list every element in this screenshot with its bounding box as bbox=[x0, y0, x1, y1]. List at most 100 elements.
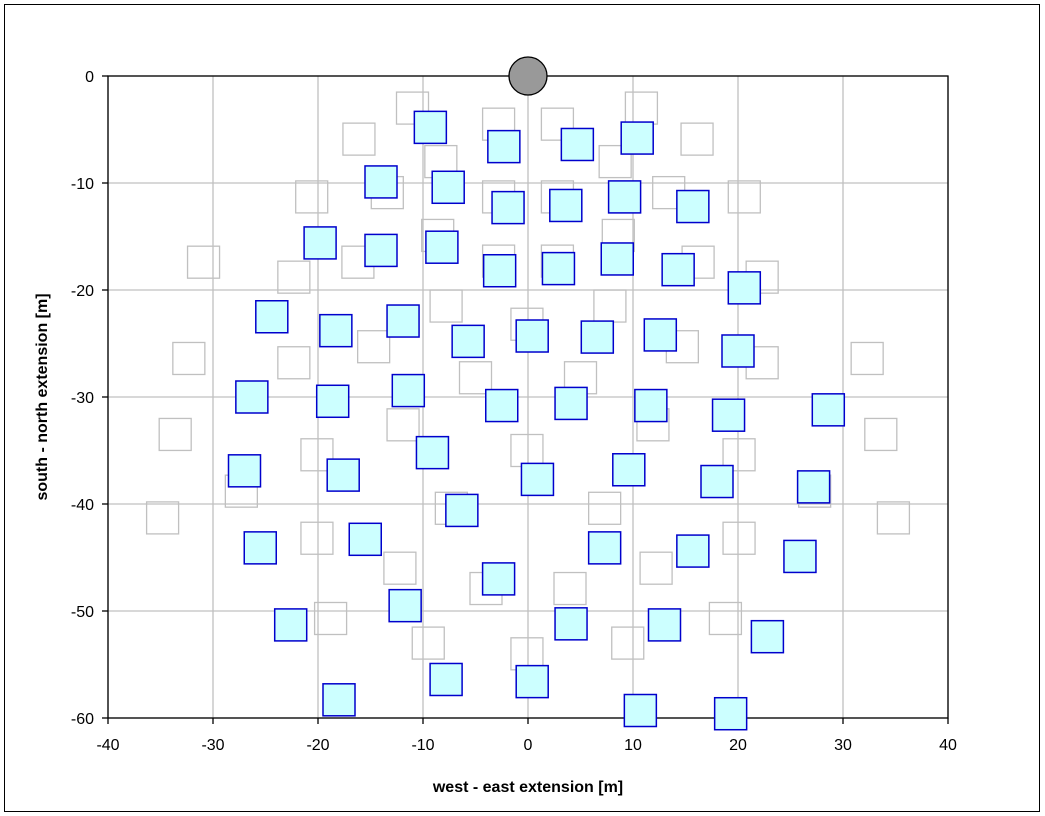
y-axis-title: south - north extension [m] bbox=[34, 293, 51, 500]
filled-point bbox=[319, 313, 353, 348]
filled-point bbox=[364, 165, 398, 199]
filled-point bbox=[713, 696, 748, 731]
outline-point bbox=[680, 122, 714, 156]
filled-point bbox=[415, 435, 450, 470]
outline-point bbox=[553, 571, 587, 606]
filled-point bbox=[388, 588, 422, 623]
filled-point bbox=[326, 458, 360, 492]
outline-point bbox=[411, 626, 445, 660]
y-axis-ticks: 0 -10 -20 -30 -40 -50 -60 bbox=[71, 69, 108, 728]
filled-point bbox=[620, 121, 654, 155]
y-tick-label: 0 bbox=[85, 69, 94, 86]
filled-point bbox=[485, 388, 519, 423]
filled-point bbox=[541, 251, 576, 286]
filled-point bbox=[315, 384, 350, 419]
filled-point bbox=[273, 608, 308, 642]
filled-point bbox=[554, 607, 588, 641]
filled-point bbox=[515, 664, 549, 699]
filled-point bbox=[580, 320, 615, 354]
filled-point bbox=[796, 470, 831, 504]
outline-point bbox=[386, 408, 420, 442]
outline-point bbox=[639, 551, 673, 585]
x-tick-label: 40 bbox=[939, 737, 957, 754]
outline-point bbox=[727, 180, 761, 214]
outline-point bbox=[722, 438, 756, 472]
filled-point bbox=[243, 531, 277, 565]
outline-point bbox=[540, 107, 575, 141]
filled-point bbox=[481, 562, 516, 596]
filled-markers bbox=[227, 110, 846, 731]
outline-point bbox=[876, 501, 911, 535]
outline-point bbox=[186, 245, 221, 279]
y-tick-label: -40 bbox=[71, 497, 94, 514]
x-tick-label: -40 bbox=[96, 737, 119, 754]
filled-point bbox=[515, 319, 549, 353]
reference-marker bbox=[508, 56, 548, 96]
outline-point bbox=[510, 433, 544, 468]
outline-point bbox=[383, 551, 417, 585]
filled-point bbox=[431, 170, 465, 205]
filled-point bbox=[711, 398, 746, 432]
filled-point bbox=[364, 233, 398, 268]
x-tick-label: 0 bbox=[524, 737, 533, 754]
x-tick-label: 10 bbox=[624, 737, 642, 754]
outline-point bbox=[145, 501, 180, 535]
outline-point bbox=[342, 122, 376, 156]
filled-point bbox=[487, 129, 521, 164]
filled-point bbox=[647, 608, 682, 642]
x-tick-label: 20 bbox=[729, 737, 747, 754]
y-tick-label: -20 bbox=[71, 283, 94, 300]
filled-point bbox=[676, 189, 710, 224]
filled-point bbox=[643, 318, 678, 352]
outline-point bbox=[598, 144, 632, 179]
y-tick-label: -30 bbox=[71, 390, 94, 407]
outline-point bbox=[850, 341, 884, 376]
filled-point bbox=[429, 662, 463, 697]
outline-point bbox=[295, 180, 329, 214]
outline-point bbox=[300, 521, 334, 555]
y-tick-label: -60 bbox=[71, 711, 94, 728]
outline-point bbox=[172, 341, 206, 376]
outline-point bbox=[356, 330, 391, 364]
outline-point bbox=[593, 289, 627, 323]
x-axis-ticks: -40 -30 -20 -10 0 10 20 30 40 bbox=[96, 718, 957, 754]
x-tick-label: -30 bbox=[201, 737, 224, 754]
outline-point bbox=[300, 438, 334, 472]
filled-point bbox=[560, 127, 595, 162]
filled-point bbox=[235, 380, 269, 414]
filled-point bbox=[607, 180, 642, 214]
outline-point bbox=[458, 361, 493, 395]
filled-point bbox=[255, 300, 289, 334]
filled-point bbox=[303, 226, 337, 260]
filled-point bbox=[413, 110, 448, 145]
outline-point bbox=[864, 417, 898, 452]
filled-point bbox=[721, 334, 755, 368]
filled-point bbox=[554, 386, 588, 421]
filled-point bbox=[482, 253, 517, 288]
filled-point bbox=[587, 531, 622, 565]
outline-point bbox=[429, 289, 463, 323]
outline-point bbox=[313, 601, 348, 636]
outline-point bbox=[708, 601, 743, 636]
outline-point bbox=[277, 260, 311, 294]
filled-point bbox=[520, 462, 555, 497]
outline-point bbox=[158, 417, 192, 452]
x-tick-label: -10 bbox=[411, 737, 434, 754]
filled-point bbox=[391, 373, 426, 408]
outline-point bbox=[588, 491, 622, 525]
filled-point bbox=[425, 230, 459, 264]
reference-point bbox=[508, 56, 548, 96]
filled-point bbox=[661, 252, 695, 287]
filled-point bbox=[549, 188, 583, 223]
y-tick-label: -10 bbox=[71, 176, 94, 193]
filled-point bbox=[451, 324, 485, 359]
outline-point bbox=[722, 521, 756, 555]
filled-point bbox=[676, 534, 710, 568]
filled-point bbox=[227, 454, 262, 488]
outline-point bbox=[395, 91, 430, 125]
filled-point bbox=[623, 693, 658, 728]
filled-point bbox=[634, 388, 668, 423]
x-axis-title: west - east extension [m] bbox=[432, 779, 623, 796]
filled-point bbox=[600, 242, 634, 276]
